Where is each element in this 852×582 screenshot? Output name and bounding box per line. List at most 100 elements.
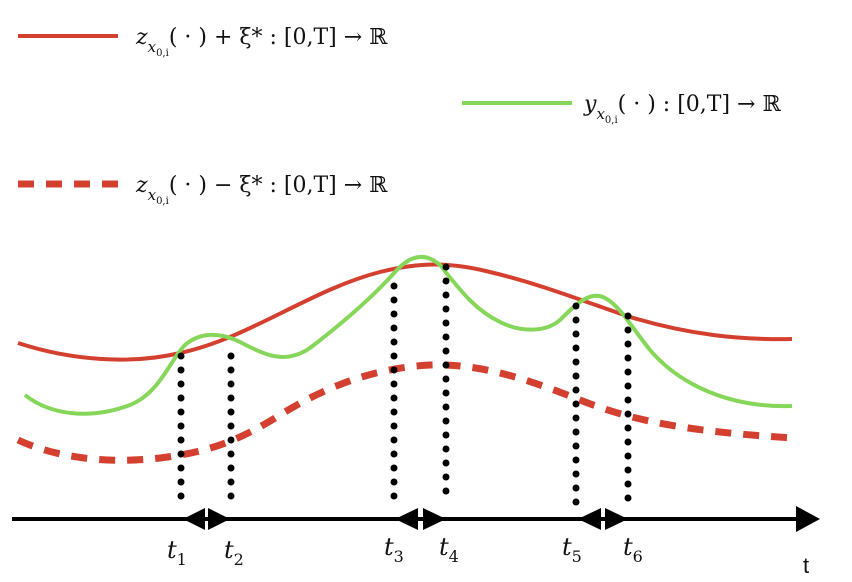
dot — [177, 478, 185, 486]
dot — [572, 386, 580, 394]
dotted-line-t5 — [572, 302, 580, 506]
dot — [390, 422, 398, 430]
dot — [442, 403, 450, 411]
dot — [624, 312, 632, 320]
dot — [177, 422, 185, 430]
dotted-line-t1 — [177, 352, 185, 500]
interval-arrow-t1-t2 — [183, 508, 230, 530]
dot — [227, 450, 235, 458]
dot — [572, 302, 580, 310]
upper-bound-curve — [17, 262, 793, 362]
dot — [442, 459, 450, 467]
dot — [177, 366, 185, 374]
lower-bound-curve — [16, 361, 793, 464]
dot — [442, 431, 450, 439]
dot — [442, 277, 450, 285]
dot — [624, 396, 632, 404]
dot — [572, 372, 580, 380]
output-curve — [23, 255, 793, 416]
dotted-line-t4 — [442, 263, 450, 495]
dot — [177, 380, 185, 388]
dot — [442, 473, 450, 481]
interval-arrow-t3-t4 — [395, 508, 446, 530]
time-mark-t3: t3 — [384, 533, 404, 566]
dot — [442, 487, 450, 495]
dot — [572, 344, 580, 352]
dot — [227, 492, 235, 500]
dot — [390, 338, 398, 346]
legend-lower-label: zx0,i( · ) − ξ* : [0,T] → ℝ — [135, 173, 388, 207]
dot — [624, 438, 632, 446]
dot — [624, 326, 632, 334]
dot — [390, 436, 398, 444]
dot — [624, 452, 632, 460]
dot — [442, 417, 450, 425]
dot — [177, 394, 185, 402]
dot — [624, 480, 632, 488]
dot — [572, 470, 580, 478]
dot — [442, 291, 450, 299]
dot — [572, 358, 580, 366]
dot — [390, 450, 398, 458]
dot — [177, 436, 185, 444]
dot — [572, 414, 580, 422]
dot — [572, 498, 580, 506]
dot — [177, 492, 185, 500]
dot — [624, 410, 632, 418]
dot — [442, 361, 450, 369]
dot — [227, 436, 235, 444]
dot — [390, 478, 398, 486]
dot — [390, 324, 398, 332]
dot — [227, 380, 235, 388]
dot — [390, 408, 398, 416]
time-mark-t5: t5 — [562, 533, 582, 566]
dot — [572, 442, 580, 450]
legend-upper-label: zx0,i( · ) + ξ* : [0,T] → ℝ — [135, 25, 388, 59]
dot — [442, 263, 450, 271]
dot — [390, 366, 398, 374]
dot — [624, 340, 632, 348]
dot — [390, 296, 398, 304]
time-mark-t6: t6 — [623, 533, 643, 566]
dot — [177, 352, 185, 360]
dot — [227, 464, 235, 472]
dot — [177, 450, 185, 458]
dot — [624, 382, 632, 390]
dot — [390, 464, 398, 472]
dot — [572, 456, 580, 464]
dotted-line-t6 — [624, 312, 632, 502]
dot — [227, 366, 235, 374]
dot — [177, 408, 185, 416]
dot — [227, 394, 235, 402]
dot — [572, 484, 580, 492]
dot — [390, 352, 398, 360]
dot — [442, 319, 450, 327]
dot — [624, 424, 632, 432]
time-mark-t1: t1 — [167, 536, 187, 569]
dot — [390, 310, 398, 318]
dot — [390, 282, 398, 290]
time-axis-label: t — [803, 553, 809, 578]
dot — [572, 400, 580, 408]
dot — [227, 478, 235, 486]
dot — [572, 330, 580, 338]
dot — [442, 305, 450, 313]
dot — [390, 492, 398, 500]
dot — [442, 375, 450, 383]
dotted-line-t3 — [390, 282, 398, 500]
dot — [390, 380, 398, 388]
dot — [572, 316, 580, 324]
legend-output-label: yx0,i( · ) : [0,T] → ℝ — [583, 92, 781, 126]
dot — [572, 428, 580, 436]
dot — [624, 466, 632, 474]
dot — [442, 389, 450, 397]
dot — [390, 394, 398, 402]
dot — [442, 347, 450, 355]
time-axis-arrowhead — [796, 506, 820, 532]
dot — [227, 422, 235, 430]
interval-arrow-t5-t6 — [578, 508, 628, 530]
dot — [442, 333, 450, 341]
dot — [442, 445, 450, 453]
dot — [227, 408, 235, 416]
